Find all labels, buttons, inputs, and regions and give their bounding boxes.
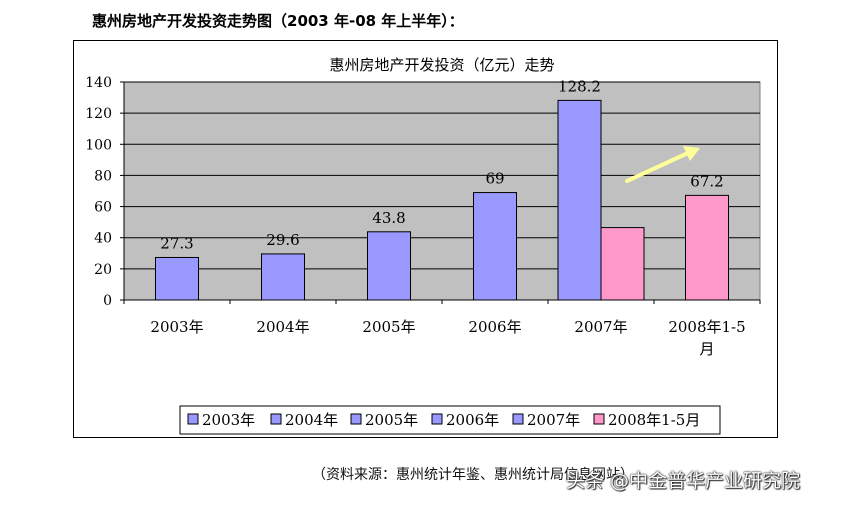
- legend-swatch: [593, 413, 605, 425]
- x-category-label: 2008年1-5: [668, 318, 745, 336]
- x-category-label: 2004年: [256, 318, 309, 336]
- legend-label: 2007年: [527, 411, 580, 429]
- y-tick-label: 20: [94, 262, 112, 278]
- chart-title: 惠州房地产开发投资（亿元）走势: [329, 56, 554, 74]
- data-label: 27.3: [160, 234, 193, 252]
- x-category-label: 月: [699, 340, 714, 358]
- page-heading: 惠州房地产开发投资走势图（2003 年-08 年上半年）：: [92, 12, 464, 30]
- y-tick-label: 0: [103, 293, 112, 309]
- legend-label: 2003年: [202, 411, 255, 429]
- data-label: 29.6: [266, 231, 299, 249]
- watermark: 头条 @中金普华产业研究院: [566, 470, 801, 492]
- y-tick-label: 40: [94, 231, 112, 247]
- legend-label: 2008年1-5月: [608, 411, 700, 429]
- legend-swatch: [431, 413, 443, 425]
- source-note: （资料来源：惠州统计年鉴、惠州统计局信息网站）: [312, 467, 634, 483]
- y-tick-label: 100: [85, 137, 112, 153]
- data-label: 43.8: [372, 209, 405, 227]
- legend-swatch: [187, 413, 199, 425]
- plot-area: [123, 81, 761, 301]
- data-label: 128.2: [558, 77, 601, 95]
- y-tick-label: 60: [94, 200, 112, 216]
- bar: [557, 99, 602, 301]
- legend-label: 2006年: [446, 411, 499, 429]
- y-tick-label: 120: [85, 106, 112, 122]
- bar: [473, 192, 517, 301]
- data-label: 69: [485, 170, 504, 188]
- bar: [367, 231, 411, 301]
- data-label: 67.2: [690, 172, 723, 190]
- y-tick-label: 80: [94, 168, 112, 184]
- legend-box: [179, 405, 721, 435]
- bar: [261, 253, 305, 301]
- legend-swatch: [270, 413, 282, 425]
- y-tick-label: 140: [85, 75, 112, 91]
- x-category-label: 2003年: [150, 318, 203, 336]
- legend-label: 2005年: [365, 411, 418, 429]
- bar: [155, 256, 199, 301]
- x-category-label: 2005年: [362, 318, 415, 336]
- x-category-label: 2007年: [574, 318, 627, 336]
- legend-label: 2004年: [285, 411, 338, 429]
- legend-swatch: [350, 413, 362, 425]
- legend-swatch: [512, 413, 524, 425]
- trend-arrow-shaft: [625, 151, 690, 183]
- x-category-label: 2006年: [468, 318, 521, 336]
- trend-arrow-head: [683, 146, 700, 161]
- bar: [685, 194, 729, 301]
- bar: [600, 227, 645, 301]
